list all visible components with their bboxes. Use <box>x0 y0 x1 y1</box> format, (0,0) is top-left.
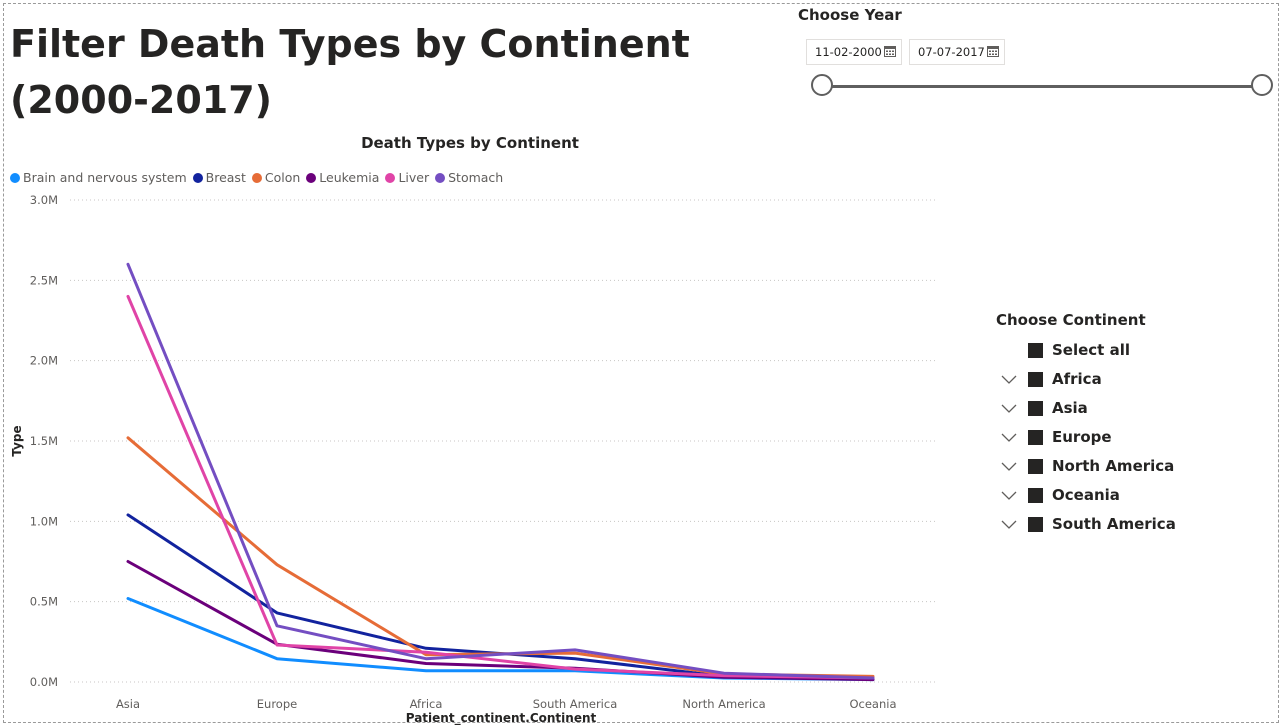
y-tick-label: 0.5M <box>30 595 58 609</box>
year-slicer-title: Choose Year <box>798 6 902 24</box>
year-range-slider-track[interactable] <box>822 85 1262 88</box>
start-date-input[interactable]: 11-02-2000 <box>806 39 902 65</box>
legend-item[interactable]: Liver <box>385 170 429 185</box>
x-tick-label: Oceania <box>849 697 896 711</box>
y-tick-label: 2.5M <box>30 273 58 287</box>
checkbox[interactable] <box>1028 516 1043 532</box>
y-tick-label: 0.0M <box>30 675 58 689</box>
y-tick-label: 1.5M <box>30 434 58 448</box>
chart-title: Death Types by Continent <box>361 134 579 152</box>
continent-label: North America <box>1052 457 1175 475</box>
continent-label: South America <box>1052 515 1176 533</box>
calendar-icon[interactable] <box>884 45 896 57</box>
x-tick-label: North America <box>682 697 765 711</box>
checkbox[interactable] <box>1028 458 1043 474</box>
continent-label: Asia <box>1052 399 1088 417</box>
end-date-value: 07-07-2017 <box>918 45 985 59</box>
report-frame <box>3 3 1279 723</box>
end-date-input[interactable]: 07-07-2017 <box>909 39 1005 65</box>
legend-label: Leukemia <box>319 170 380 185</box>
legend-marker <box>251 172 262 183</box>
line-chart: 0.0M 0.5M 1.0M 1.5M 2.0M 2.5M 3.0M Asia Europe Af… <box>10 193 935 726</box>
legend-marker <box>385 172 396 183</box>
legend-item[interactable]: Colon <box>251 170 301 185</box>
continent-label: Select all <box>1052 341 1130 359</box>
legend-label: Liver <box>398 170 430 185</box>
continent-slicer-title: Choose Continent <box>996 311 1146 329</box>
continent-label: Europe <box>1052 428 1112 446</box>
checkbox[interactable] <box>1028 429 1043 445</box>
chevron-down-icon[interactable] <box>1000 402 1018 414</box>
continent-option[interactable]: Select all <box>1000 339 1130 361</box>
legend-label: Colon <box>264 170 301 185</box>
chevron-down-icon[interactable] <box>1000 489 1018 501</box>
legend-item[interactable]: Leukemia <box>306 170 379 185</box>
y-tick-label: 2.0M <box>30 354 58 368</box>
start-date-value: 11-02-2000 <box>815 45 882 59</box>
y-tick-label: 3.0M <box>30 193 58 207</box>
checkbox[interactable] <box>1028 400 1043 416</box>
page-title: Filter Death Types by Continent (2000-20… <box>10 22 690 122</box>
x-tick-label: Africa <box>410 697 443 711</box>
x-tick-label: Asia <box>116 697 140 711</box>
legend-item[interactable]: Brain and nervous system <box>10 170 187 185</box>
calendar-icon[interactable] <box>987 45 999 57</box>
series-line <box>126 262 875 680</box>
legend-marker <box>306 172 317 183</box>
legend-item[interactable]: Stomach <box>435 170 503 185</box>
chart-legend: Brain and nervous system Breast Colon Leuke… <box>10 170 509 185</box>
year-slider-start-handle[interactable] <box>811 74 833 96</box>
continent-option[interactable]: South America <box>1000 513 1176 535</box>
chevron-down-icon[interactable] <box>1000 431 1018 443</box>
y-tick-label: 1.0M <box>30 514 58 528</box>
legend-marker <box>435 172 446 183</box>
chevron-down-icon[interactable] <box>1000 460 1018 472</box>
series-line <box>126 560 875 682</box>
x-tick-label: Europe <box>257 697 297 711</box>
x-axis-title: Patient_continent.Continent <box>406 711 597 726</box>
indent-spacer <box>1000 344 1018 356</box>
legend-label: Brain and nervous system <box>23 170 187 185</box>
continent-option[interactable]: Africa <box>1000 368 1102 390</box>
chevron-down-icon[interactable] <box>1000 373 1018 385</box>
legend-marker <box>192 172 203 183</box>
chevron-down-icon[interactable] <box>1000 518 1018 530</box>
series-line <box>126 294 875 680</box>
y-axis-title: Type <box>10 425 24 456</box>
continent-option[interactable]: Europe <box>1000 426 1112 448</box>
continent-option[interactable]: Asia <box>1000 397 1088 419</box>
checkbox[interactable] <box>1028 342 1043 358</box>
series-line <box>126 597 875 682</box>
continent-label: Oceania <box>1052 486 1120 504</box>
continent-option[interactable]: Oceania <box>1000 484 1120 506</box>
checkbox[interactable] <box>1028 371 1043 387</box>
checkbox[interactable] <box>1028 487 1043 503</box>
year-slider-end-handle[interactable] <box>1251 74 1273 96</box>
legend-label: Breast <box>205 170 246 185</box>
legend-item[interactable]: Breast <box>192 170 246 185</box>
x-tick-label: South America <box>533 697 618 711</box>
continent-option[interactable]: North America <box>1000 455 1174 477</box>
legend-marker <box>10 172 20 183</box>
continent-label: Africa <box>1052 370 1102 388</box>
legend-label: Stomach <box>448 170 504 185</box>
